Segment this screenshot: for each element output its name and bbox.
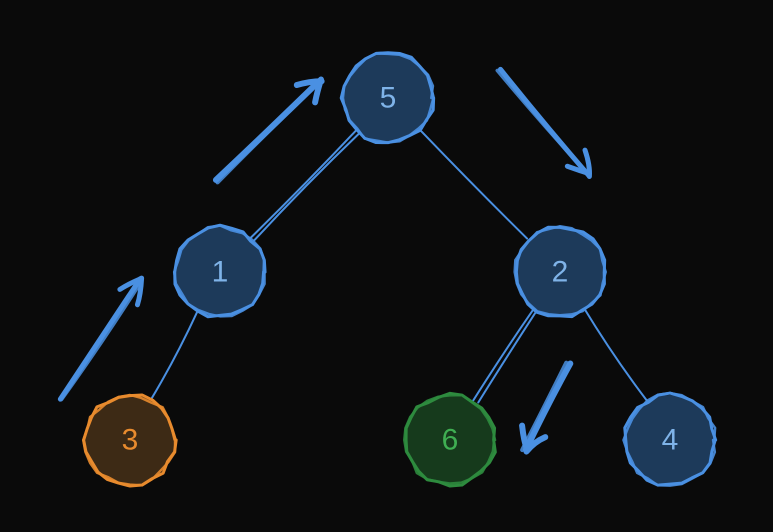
arrow-bottom-left-up bbox=[60, 278, 141, 399]
arrow-top-right-down bbox=[497, 69, 589, 176]
node-3: 3 bbox=[83, 395, 176, 486]
node-label-1: 1 bbox=[212, 256, 229, 289]
arrow-mid-left-up bbox=[216, 80, 322, 183]
edge-n2-n6 bbox=[472, 309, 537, 402]
node-label-3: 3 bbox=[122, 424, 139, 457]
node-label-5: 5 bbox=[380, 82, 397, 115]
node-2: 2 bbox=[515, 226, 606, 317]
node-1: 1 bbox=[174, 225, 265, 317]
arrow-mid-right-down bbox=[522, 363, 570, 452]
tree-diagram: 5 1 2 3 6 4 bbox=[0, 0, 773, 532]
nodes-layer: 5 1 2 3 6 4 bbox=[83, 53, 715, 486]
edge-n5-n1 bbox=[250, 130, 360, 241]
node-5: 5 bbox=[341, 53, 433, 143]
node-label-4: 4 bbox=[662, 424, 679, 457]
edge-n1-n3 bbox=[150, 311, 197, 400]
node-6: 6 bbox=[404, 393, 495, 486]
edge-n2-n4 bbox=[584, 308, 647, 401]
node-label-6: 6 bbox=[442, 424, 459, 457]
node-label-2: 2 bbox=[552, 256, 569, 289]
edge-n5-n2 bbox=[422, 132, 527, 239]
node-4: 4 bbox=[623, 393, 715, 486]
